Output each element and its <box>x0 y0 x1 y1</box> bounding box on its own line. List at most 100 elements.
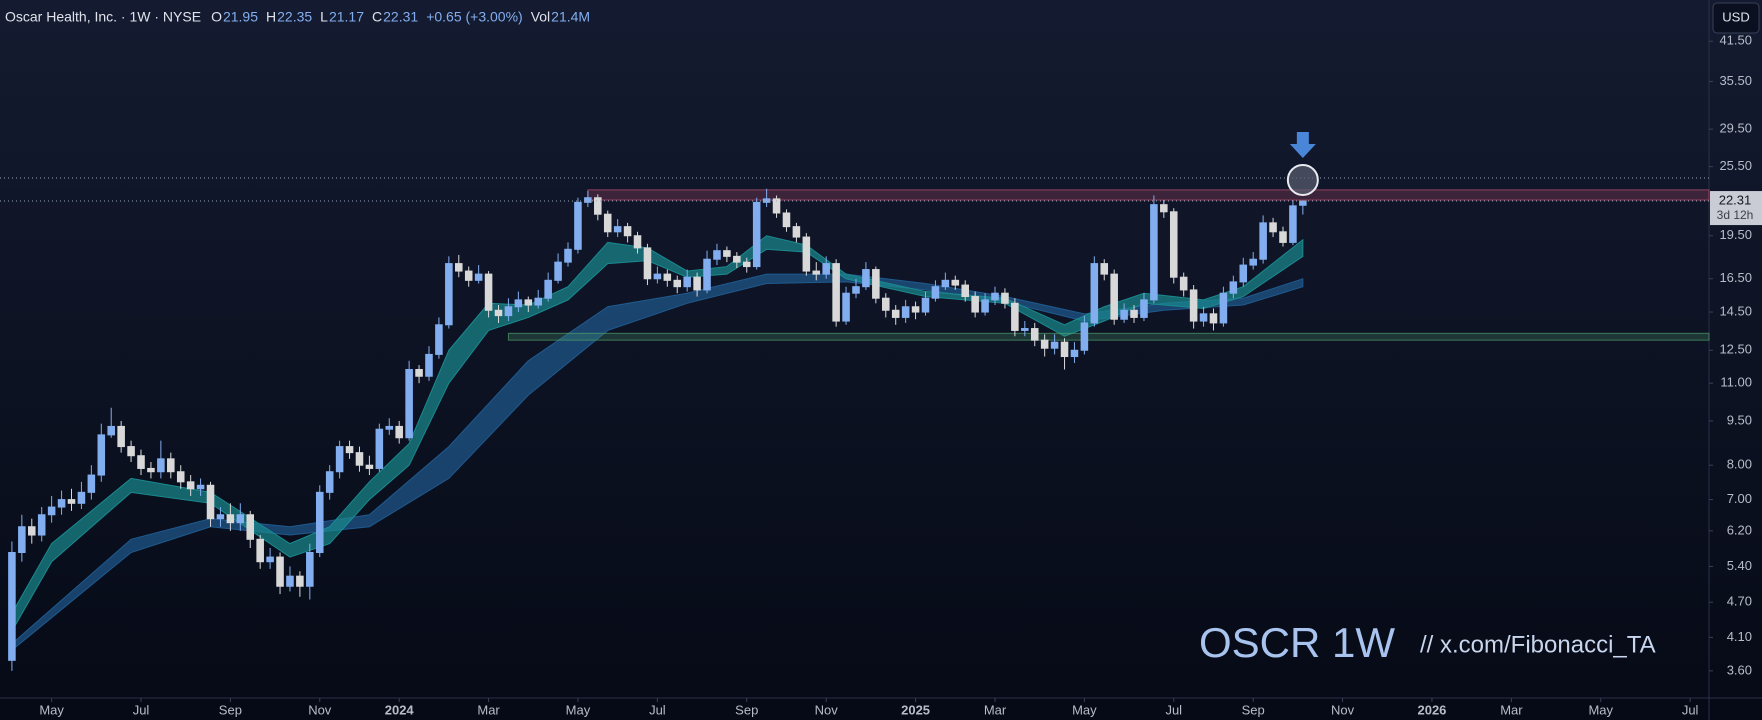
candle-body <box>37 514 46 536</box>
y-tick-label: 16.50 <box>1719 270 1752 285</box>
candle-body <box>901 306 910 318</box>
candle-body <box>653 273 662 280</box>
candle-body <box>594 197 602 215</box>
candle-body <box>951 279 960 286</box>
candle-body <box>782 212 791 228</box>
candle-body <box>524 299 533 306</box>
y-tick-label: 6.20 <box>1727 522 1752 537</box>
y-tick-label: 25.50 <box>1719 158 1752 173</box>
candle-body <box>623 226 632 237</box>
candle-body <box>1160 204 1168 213</box>
candle-body <box>1100 263 1109 275</box>
candle-body <box>961 284 969 298</box>
candle-body <box>1011 302 1019 331</box>
candle-body <box>723 250 731 257</box>
candle-body <box>395 425 403 439</box>
candle-body <box>613 226 622 233</box>
candle-body <box>176 471 185 483</box>
candle-body <box>882 297 890 311</box>
watermark-link: // x.com/Fibonacci_TA <box>1420 631 1656 658</box>
candle-body <box>435 324 443 355</box>
x-tick-label: Nov <box>308 702 332 717</box>
price-zone <box>507 332 1710 341</box>
candle-body <box>554 261 562 281</box>
candle-body <box>27 526 36 536</box>
candle-body <box>1150 204 1158 301</box>
candle-body <box>405 369 413 439</box>
currency-label: USD <box>1722 9 1749 24</box>
y-tick-label: 4.70 <box>1727 594 1752 609</box>
candle-body <box>67 499 76 504</box>
candle-body <box>1179 276 1188 291</box>
ohlc-value: 22.35 <box>277 9 312 25</box>
ohlc-value: 22.31 <box>383 9 418 25</box>
candle-body <box>1249 258 1257 266</box>
candle-body <box>415 369 423 377</box>
y-tick-label: 41.50 <box>1719 33 1752 48</box>
candle-body <box>365 464 374 469</box>
x-tick-label: Nov <box>1331 702 1355 717</box>
candle-body <box>1110 273 1118 320</box>
candle-body <box>1021 328 1029 331</box>
candle-body <box>842 292 850 322</box>
candle-body <box>991 292 999 301</box>
candle-body <box>296 575 304 587</box>
plot-area <box>0 131 1710 671</box>
candle-body <box>87 474 96 493</box>
annotation-circle <box>1286 163 1319 196</box>
candle-body <box>822 263 830 275</box>
candle-body <box>1279 231 1287 243</box>
candle-body <box>1001 292 1009 304</box>
candle-body <box>385 425 394 430</box>
candle-body <box>1269 222 1277 233</box>
candle-body <box>812 270 821 275</box>
x-tick-label: 2025 <box>901 702 930 717</box>
candle-body <box>57 499 66 508</box>
candle-body <box>1299 200 1307 206</box>
x-tick-label: Jul <box>1682 702 1699 717</box>
candle-body <box>425 353 433 377</box>
ohlc-label: H <box>266 9 276 25</box>
candle-body <box>931 286 940 299</box>
candle-body <box>752 201 761 268</box>
change-value: +0.65 (+3.00%) <box>426 9 523 25</box>
candle-body <box>921 297 930 313</box>
candle-body <box>117 425 125 448</box>
candle-body <box>1229 281 1238 294</box>
candle-body <box>226 514 235 524</box>
candle-body <box>77 491 86 504</box>
candle-body <box>315 491 324 554</box>
candle-body <box>564 248 572 263</box>
candle-body <box>494 309 503 317</box>
candle-body <box>544 279 552 299</box>
x-tick-label: Jul <box>133 702 150 717</box>
candle-body <box>167 458 175 473</box>
candle-body <box>802 236 811 272</box>
ohlc-label: C <box>372 9 382 25</box>
volume-label: Vol <box>531 9 550 25</box>
candle-body <box>335 446 344 473</box>
price-zone <box>587 189 1710 201</box>
candle-body <box>1140 299 1148 318</box>
x-tick-label: Mar <box>984 702 1007 717</box>
candle-body <box>1040 339 1049 349</box>
x-tick-label: Mar <box>1500 702 1523 717</box>
x-tick-label: Sep <box>219 702 242 717</box>
ohlc-value: 21.17 <box>329 9 364 25</box>
candle-body <box>1120 309 1128 320</box>
candle-body <box>18 526 26 554</box>
y-tick-label: 8.00 <box>1727 457 1752 472</box>
currency-button[interactable] <box>1712 2 1760 34</box>
candle-body <box>574 201 582 250</box>
candle-body <box>1189 289 1198 322</box>
x-tick-label: 2024 <box>385 702 415 717</box>
candle-body <box>792 226 801 238</box>
candle-body <box>246 514 255 540</box>
ohlc-label: O <box>211 9 222 25</box>
x-tick-label: Sep <box>735 702 758 717</box>
candle-body <box>1219 292 1228 324</box>
candle-body <box>603 213 612 233</box>
x-tick-label: Nov <box>815 702 839 717</box>
candle-body <box>713 250 721 260</box>
